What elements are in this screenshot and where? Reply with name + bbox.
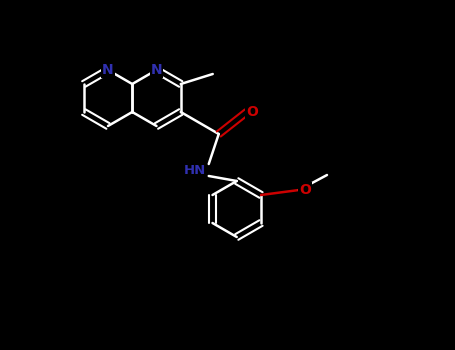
Text: O: O (246, 105, 258, 119)
Text: N: N (151, 63, 162, 77)
Text: O: O (299, 183, 311, 197)
Text: HN: HN (183, 164, 206, 177)
Text: N: N (102, 63, 114, 77)
